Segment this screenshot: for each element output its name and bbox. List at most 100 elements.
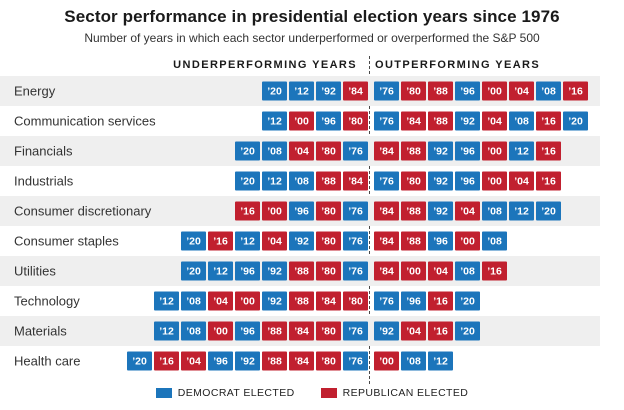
year-chip-84-republican: ’84 bbox=[374, 141, 399, 161]
year-chip-84-republican: ’84 bbox=[374, 261, 399, 281]
year-chip-12-democrat: ’12 bbox=[289, 81, 314, 101]
underperforming-chips: ’16’00’96’80’76 bbox=[235, 201, 368, 221]
chart-subtitle: Number of years in which each sector und… bbox=[84, 31, 540, 45]
year-chip-08-democrat: ’08 bbox=[482, 231, 507, 251]
year-chip-92-democrat: ’92 bbox=[428, 201, 453, 221]
year-chip-08-democrat: ’08 bbox=[262, 141, 287, 161]
year-chip-92-democrat: ’92 bbox=[289, 231, 314, 251]
year-chip-96-democrat: ’96 bbox=[289, 201, 314, 221]
year-chip-12-democrat: ’12 bbox=[154, 321, 179, 341]
sector-label: Energy bbox=[14, 83, 56, 99]
year-chip-12-democrat: ’12 bbox=[428, 351, 453, 371]
sector-label: Utilities bbox=[14, 263, 56, 279]
chart-title: Sector performance in presidential elect… bbox=[64, 7, 560, 26]
year-chip-88-republican: ’88 bbox=[262, 321, 287, 341]
year-chip-00-republican: ’00 bbox=[482, 81, 507, 101]
underperforming-chips: ’12’08’00’96’88’84’80’76 bbox=[154, 321, 368, 341]
year-chip-88-republican: ’88 bbox=[428, 81, 453, 101]
outperforming-chips: ’92’04’16’20 bbox=[374, 321, 480, 341]
year-chip-84-republican: ’84 bbox=[374, 231, 399, 251]
column-header-outperforming: OUTPERFORMING YEARS bbox=[375, 59, 541, 71]
year-chip-76-democrat: ’76 bbox=[374, 171, 399, 191]
year-chip-16-republican: ’16 bbox=[428, 321, 453, 341]
year-chip-12-democrat: ’12 bbox=[208, 261, 233, 281]
year-chip-92-democrat: ’92 bbox=[316, 81, 341, 101]
year-chip-96-democrat: ’96 bbox=[235, 261, 260, 281]
year-chip-08-democrat: ’08 bbox=[509, 111, 534, 131]
year-chip-04-republican: ’04 bbox=[509, 171, 534, 191]
year-chip-04-republican: ’04 bbox=[262, 231, 287, 251]
sector-label: Communication services bbox=[14, 113, 156, 129]
democrat-swatch-icon bbox=[155, 388, 172, 398]
year-chip-80-republican: ’80 bbox=[401, 81, 426, 101]
year-chip-16-republican: ’16 bbox=[536, 141, 561, 161]
year-chip-84-republican: ’84 bbox=[289, 351, 314, 371]
column-header-underperforming: UNDERPERFORMING YEARS bbox=[173, 59, 357, 71]
sector-label: Health care bbox=[14, 353, 81, 369]
year-chip-92-democrat: ’92 bbox=[428, 141, 453, 161]
year-chip-84-republican: ’84 bbox=[289, 321, 314, 341]
year-chip-76-democrat: ’76 bbox=[343, 201, 368, 221]
year-chip-88-republican: ’88 bbox=[262, 351, 287, 371]
year-chip-00-republican: ’00 bbox=[401, 261, 426, 281]
year-chip-08-democrat: ’08 bbox=[482, 201, 507, 221]
year-chip-20-democrat: ’20 bbox=[127, 351, 152, 371]
year-chip-16-republican: ’16 bbox=[482, 261, 507, 281]
year-chip-88-republican: ’88 bbox=[401, 141, 426, 161]
year-chip-92-democrat: ’92 bbox=[428, 171, 453, 191]
legend-label-republican: REPUBLICAN ELECTED bbox=[342, 387, 469, 399]
year-chip-92-democrat: ’92 bbox=[235, 351, 260, 371]
outperforming-chips: ’76’96’16’20 bbox=[374, 291, 480, 311]
outperforming-chips: ’84’88’92’96’00’12’16 bbox=[374, 141, 561, 161]
year-chip-80-republican: ’80 bbox=[343, 111, 368, 131]
year-chip-08-democrat: ’08 bbox=[181, 291, 206, 311]
year-chip-96-democrat: ’96 bbox=[208, 351, 233, 371]
underperforming-chips: ’12’08’04’00’92’88’84’80 bbox=[154, 291, 368, 311]
year-chip-80-republican: ’80 bbox=[401, 171, 426, 191]
sector-row: Health care ’20’16’04’96’92’88’84’80’76’0… bbox=[0, 346, 624, 376]
year-chip-76-democrat: ’76 bbox=[374, 81, 399, 101]
year-chip-04-republican: ’04 bbox=[509, 81, 534, 101]
legend: DEMOCRAT ELECTED REPUBLICAN ELECTED bbox=[0, 387, 624, 399]
year-chip-80-republican: ’80 bbox=[343, 291, 368, 311]
year-chip-76-democrat: ’76 bbox=[343, 141, 368, 161]
year-chip-00-republican: ’00 bbox=[482, 171, 507, 191]
underperforming-chips: ’20’12’92’84 bbox=[262, 81, 368, 101]
year-chip-76-democrat: ’76 bbox=[374, 291, 399, 311]
year-chip-80-republican: ’80 bbox=[316, 201, 341, 221]
year-chip-76-democrat: ’76 bbox=[343, 261, 368, 281]
year-chip-00-republican: ’00 bbox=[262, 201, 287, 221]
year-chip-12-democrat: ’12 bbox=[262, 171, 287, 191]
year-chip-88-republican: ’88 bbox=[428, 111, 453, 131]
year-chip-92-democrat: ’92 bbox=[374, 321, 399, 341]
underperforming-chips: ’20’12’08’88’84 bbox=[235, 171, 368, 191]
year-chip-20-democrat: ’20 bbox=[181, 261, 206, 281]
year-chip-96-democrat: ’96 bbox=[455, 171, 480, 191]
year-chip-16-republican: ’16 bbox=[154, 351, 179, 371]
year-chip-20-democrat: ’20 bbox=[455, 291, 480, 311]
year-chip-80-republican: ’80 bbox=[316, 261, 341, 281]
year-chip-12-democrat: ’12 bbox=[154, 291, 179, 311]
year-chip-76-democrat: ’76 bbox=[343, 351, 368, 371]
year-chip-12-democrat: ’12 bbox=[509, 201, 534, 221]
outperforming-chips: ’84’00’04’08’16 bbox=[374, 261, 507, 281]
year-chip-20-democrat: ’20 bbox=[563, 111, 588, 131]
underperforming-chips: ’20’08’04’80’76 bbox=[235, 141, 368, 161]
year-chip-88-republican: ’88 bbox=[289, 261, 314, 281]
year-chip-88-republican: ’88 bbox=[401, 231, 426, 251]
year-chip-08-democrat: ’08 bbox=[536, 81, 561, 101]
sector-row: Industrials ’20’12’08’88’84’76’80’92’96’0… bbox=[0, 166, 624, 196]
sector-label: Financials bbox=[14, 143, 73, 159]
year-chip-92-democrat: ’92 bbox=[262, 291, 287, 311]
year-chip-20-democrat: ’20 bbox=[536, 201, 561, 221]
year-chip-00-republican: ’00 bbox=[455, 231, 480, 251]
underperforming-chips: ’20’12’96’92’88’80’76 bbox=[181, 261, 368, 281]
year-chip-16-republican: ’16 bbox=[536, 111, 561, 131]
year-chip-96-democrat: ’96 bbox=[401, 291, 426, 311]
year-chip-12-democrat: ’12 bbox=[262, 111, 287, 131]
year-chip-16-republican: ’16 bbox=[235, 201, 260, 221]
year-chip-08-democrat: ’08 bbox=[455, 261, 480, 281]
year-chip-80-republican: ’80 bbox=[316, 141, 341, 161]
year-chip-96-democrat: ’96 bbox=[455, 141, 480, 161]
